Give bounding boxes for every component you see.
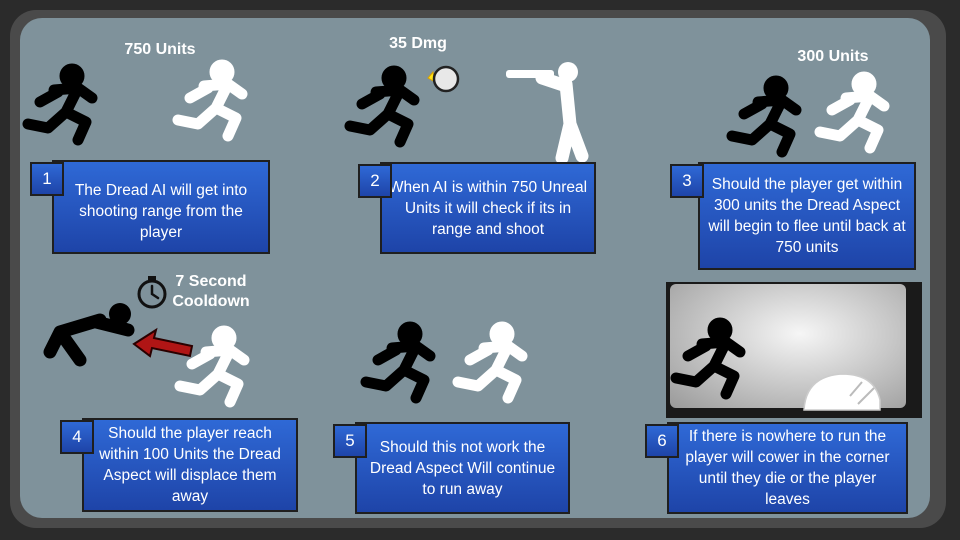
step4-box: Should the player reach within 100 Units…: [82, 418, 298, 512]
runner-icon: [386, 356, 476, 426]
step1-box: The Dread AI will get into shooting rang…: [52, 160, 270, 254]
step1-header: 750 Units: [124, 41, 196, 58]
runner-icon: [370, 100, 460, 170]
step3-number: 3: [670, 164, 704, 198]
step6-box: If there is nowhere to run the player wi…: [667, 422, 908, 514]
step2-box: When AI is within 750 Unreal Units it wi…: [380, 162, 596, 254]
step2-number: 2: [358, 164, 392, 198]
knocked-player-icon: [43, 303, 135, 367]
runner-icon: [48, 98, 138, 168]
step3-header: 300 Units: [797, 48, 869, 65]
step6-number: 6: [645, 424, 679, 458]
step4-number: 4: [60, 420, 94, 454]
runner-icon: [696, 352, 786, 422]
cowering-figure-icon: [803, 373, 881, 411]
gunman-icon: [506, 62, 589, 165]
runner-icon: [198, 94, 288, 164]
step2-header: 35 Dmg: [389, 35, 447, 52]
arrow-icon: [132, 327, 194, 358]
step5-box: Should this not work the Dread Aspect Wi…: [355, 422, 570, 514]
runner-icon: [478, 356, 568, 426]
step1-number: 1: [30, 162, 64, 196]
projectile-icon: [427, 65, 460, 93]
stopwatch-icon: [137, 276, 167, 309]
step5-number: 5: [333, 424, 367, 458]
step4-header: 7 Second Cooldown: [172, 273, 250, 310]
step3-box: Should the player get within 300 units t…: [698, 162, 916, 270]
